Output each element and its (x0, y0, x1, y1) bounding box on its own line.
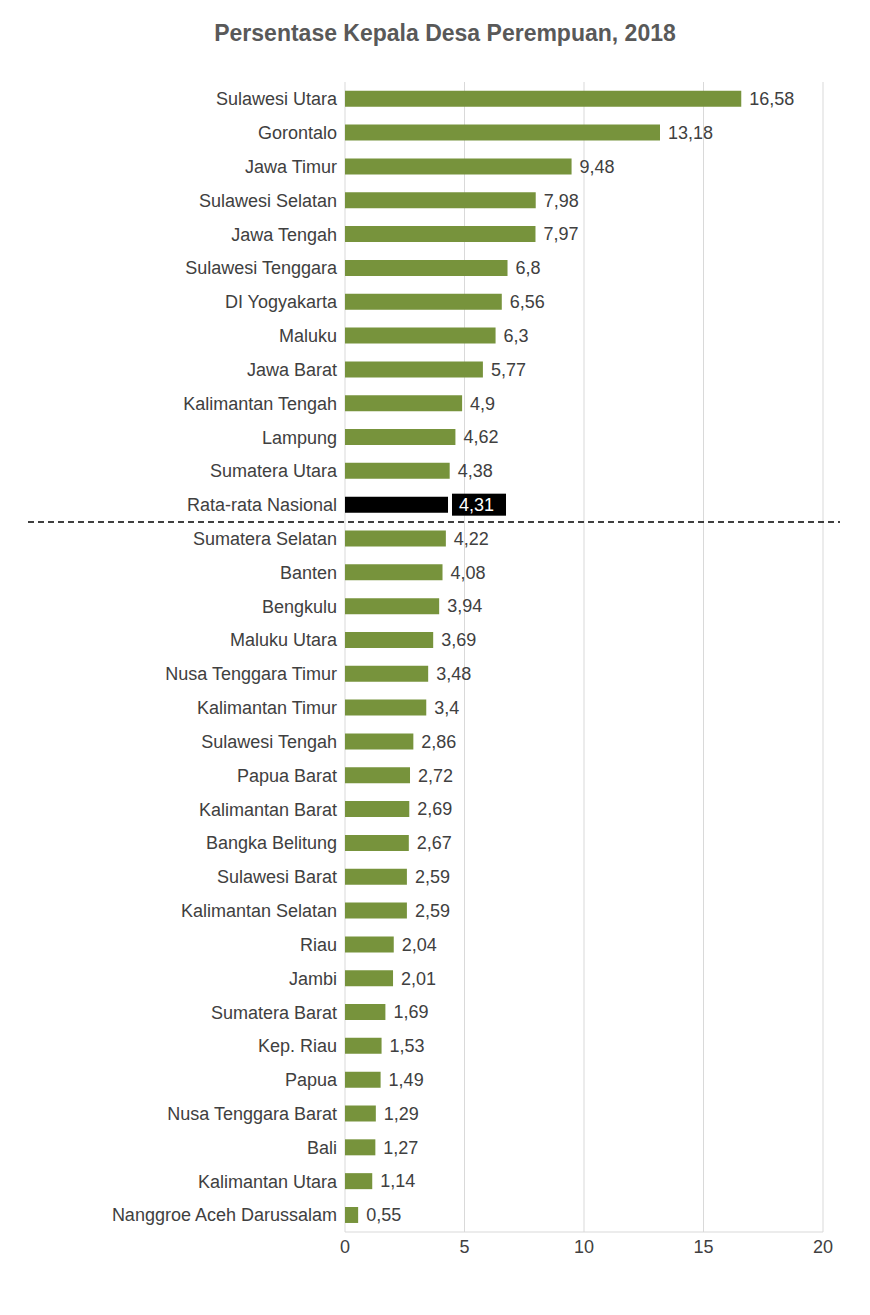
svg-text:Kalimantan Barat: Kalimantan Barat (199, 800, 337, 820)
svg-text:0: 0 (340, 1237, 350, 1257)
svg-text:Rata-rata Nasional: Rata-rata Nasional (187, 495, 337, 515)
svg-text:4,08: 4,08 (451, 563, 486, 583)
svg-text:Sulawesi Selatan: Sulawesi Selatan (199, 191, 337, 211)
svg-text:1,29: 1,29 (384, 1104, 419, 1124)
svg-text:6,3: 6,3 (504, 326, 529, 346)
svg-text:Riau: Riau (300, 935, 337, 955)
svg-text:7,98: 7,98 (544, 191, 579, 211)
svg-text:0,55: 0,55 (366, 1205, 401, 1225)
svg-text:5: 5 (459, 1237, 469, 1257)
svg-text:Kalimantan Tengah: Kalimantan Tengah (183, 394, 337, 414)
svg-text:Kalimantan Utara: Kalimantan Utara (198, 1172, 338, 1192)
svg-text:Banten: Banten (280, 563, 337, 583)
svg-text:Sulawesi Utara: Sulawesi Utara (216, 89, 338, 109)
svg-text:Nanggroe Aceh Darussalam: Nanggroe Aceh Darussalam (112, 1205, 337, 1225)
svg-text:3,4: 3,4 (434, 698, 459, 718)
svg-text:Gorontalo: Gorontalo (258, 123, 337, 143)
svg-text:13,18: 13,18 (668, 123, 713, 143)
svg-text:Maluku Utara: Maluku Utara (230, 630, 338, 650)
svg-text:Jawa Tengah: Jawa Tengah (231, 225, 337, 245)
svg-text:1,27: 1,27 (383, 1138, 418, 1158)
svg-text:2,04: 2,04 (402, 935, 437, 955)
svg-text:Kalimantan Timur: Kalimantan Timur (197, 698, 337, 718)
svg-text:DI Yogyakarta: DI Yogyakarta (225, 292, 338, 312)
svg-text:2,69: 2,69 (417, 799, 452, 819)
svg-text:Maluku: Maluku (279, 326, 337, 346)
svg-text:3,48: 3,48 (436, 664, 471, 684)
svg-text:7,97: 7,97 (543, 224, 578, 244)
svg-text:1,14: 1,14 (380, 1171, 415, 1191)
svg-text:2,67: 2,67 (417, 833, 452, 853)
svg-text:Kalimantan Selatan: Kalimantan Selatan (181, 901, 337, 921)
svg-text:Bengkulu: Bengkulu (262, 597, 337, 617)
svg-text:Sulawesi Tengah: Sulawesi Tengah (201, 732, 337, 752)
svg-text:15: 15 (693, 1237, 713, 1257)
svg-text:2,01: 2,01 (401, 969, 436, 989)
svg-text:16,58: 16,58 (749, 89, 794, 109)
svg-text:Sumatera Barat: Sumatera Barat (211, 1003, 337, 1023)
svg-text:Jambi: Jambi (289, 969, 337, 989)
svg-text:4,62: 4,62 (463, 427, 498, 447)
svg-text:4,38: 4,38 (458, 461, 493, 481)
svg-text:1,53: 1,53 (390, 1036, 425, 1056)
svg-text:Bali: Bali (307, 1138, 337, 1158)
svg-text:2,59: 2,59 (415, 867, 450, 887)
svg-text:Papua: Papua (285, 1070, 338, 1090)
svg-text:1,49: 1,49 (389, 1070, 424, 1090)
svg-text:1,69: 1,69 (393, 1002, 428, 1022)
svg-text:Sulawesi Barat: Sulawesi Barat (217, 867, 337, 887)
svg-text:Nusa Tenggara Barat: Nusa Tenggara Barat (167, 1104, 337, 1124)
svg-text:10: 10 (574, 1237, 594, 1257)
svg-text:6,8: 6,8 (516, 258, 541, 278)
svg-text:Kep. Riau: Kep. Riau (258, 1036, 337, 1056)
svg-text:4,22: 4,22 (454, 529, 489, 549)
svg-text:4,31: 4,31 (459, 495, 494, 515)
svg-text:Bangka Belitung: Bangka Belitung (206, 833, 337, 853)
svg-text:9,48: 9,48 (580, 157, 615, 177)
svg-text:Lampung: Lampung (262, 428, 337, 448)
svg-text:6,56: 6,56 (510, 292, 545, 312)
svg-text:3,94: 3,94 (447, 596, 482, 616)
svg-text:5,77: 5,77 (491, 360, 526, 380)
svg-text:3,69: 3,69 (441, 630, 476, 650)
svg-text:Jawa Timur: Jawa Timur (245, 157, 337, 177)
svg-text:Jawa Barat: Jawa Barat (247, 360, 337, 380)
svg-text:2,59: 2,59 (415, 901, 450, 921)
svg-text:Nusa Tenggara Timur: Nusa Tenggara Timur (165, 664, 337, 684)
svg-text:4,9: 4,9 (470, 394, 495, 414)
svg-text:Sulawesi Tenggara: Sulawesi Tenggara (185, 258, 338, 278)
svg-text:Papua Barat: Papua Barat (237, 766, 337, 786)
html-text:Persentase Kepala Desa Perempu: Persentase Kepala Desa Perempuan, 2018 (214, 20, 676, 46)
svg-text:2,72: 2,72 (418, 766, 453, 786)
svg-text:Sumatera Utara: Sumatera Utara (210, 461, 338, 481)
svg-text:Sumatera Selatan: Sumatera Selatan (193, 529, 337, 549)
svg-text:2,86: 2,86 (421, 732, 456, 752)
svg-text:20: 20 (813, 1237, 833, 1257)
